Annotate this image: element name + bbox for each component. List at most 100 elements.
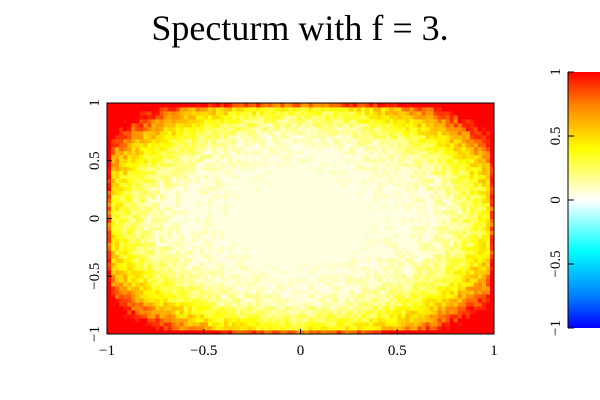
heatmap-cell: [183, 270, 189, 275]
heatmap-cell: [167, 230, 172, 235]
colorbar-tick-label: −1: [548, 320, 564, 336]
heatmap-cell: [461, 242, 467, 247]
heatmap-cell: [425, 302, 430, 307]
heatmap-cell: [207, 290, 213, 295]
heatmap-cell: [385, 310, 390, 315]
heatmap-cell: [119, 242, 124, 247]
heatmap-cell: [377, 278, 382, 283]
heatmap-cell: [453, 202, 459, 207]
heatmap-cell: [219, 138, 225, 144]
heatmap-cell: [272, 106, 277, 112]
heatmap-cell: [195, 130, 201, 136]
heatmap-cell: [211, 290, 217, 295]
heatmap-cell: [195, 218, 201, 223]
heatmap-cell: [308, 126, 313, 132]
heatmap-cell: [429, 258, 434, 263]
heatmap-cell: [268, 326, 273, 331]
heatmap-cell: [308, 294, 313, 299]
heatmap-cell: [143, 146, 148, 152]
heatmap-cell: [469, 178, 475, 184]
heatmap-cell: [147, 282, 152, 287]
heatmap-cell: [264, 126, 269, 132]
heatmap-cell: [107, 154, 112, 160]
heatmap-cell: [151, 246, 156, 251]
heatmap-cell: [332, 170, 338, 176]
heatmap-cell: [489, 154, 495, 160]
heatmap-cell: [393, 258, 398, 263]
heatmap-cell: [107, 330, 112, 335]
heatmap-cell: [441, 106, 447, 112]
heatmap-cell: [135, 282, 140, 287]
heatmap-cell: [437, 218, 442, 223]
heatmap-cell: [231, 306, 237, 311]
heatmap-cell: [473, 290, 479, 295]
heatmap-cell: [328, 298, 334, 303]
heatmap-cell: [437, 222, 442, 227]
heatmap-cell: [284, 106, 289, 112]
heatmap-cell: [203, 294, 209, 299]
heatmap-cell: [393, 290, 398, 295]
heatmap-cell: [461, 250, 467, 255]
heatmap-cell: [147, 330, 152, 335]
heatmap-cell: [179, 270, 184, 275]
heatmap-cell: [489, 294, 495, 299]
heatmap-cell: [175, 182, 180, 188]
heatmap-cell: [405, 122, 410, 128]
heatmap-cell: [207, 106, 213, 112]
x-axis: −1 −0.5 0 0.5 1: [99, 329, 498, 359]
heatmap-cell: [248, 282, 253, 287]
heatmap-cell: [489, 130, 495, 136]
heatmap-cell: [489, 202, 495, 207]
heatmap-cell: [143, 154, 148, 160]
heatmap-cell: [365, 270, 370, 275]
heatmap-cell: [167, 122, 172, 128]
heatmap-cell: [485, 238, 491, 243]
heatmap-cell: [356, 310, 362, 315]
heatmap-cell: [139, 306, 144, 311]
heatmap-cell: [469, 126, 475, 132]
heatmap-cell: [191, 142, 197, 148]
heatmap-cell: [143, 190, 148, 195]
heatmap-cell: [385, 174, 390, 180]
heatmap-cell: [377, 103, 382, 108]
heatmap-cell: [409, 326, 414, 331]
heatmap-cell: [236, 282, 241, 287]
heatmap-cell: [223, 310, 229, 315]
heatmap-cell: [401, 146, 406, 152]
heatmap-cell: [417, 170, 422, 176]
heatmap-cell: [139, 298, 144, 303]
heatmap-cell: [127, 306, 132, 311]
heatmap-cell: [280, 302, 285, 307]
heatmap-cell: [171, 282, 176, 287]
heatmap-cell: [344, 298, 350, 303]
heatmap-cell: [268, 322, 273, 327]
heatmap-cell: [244, 254, 249, 259]
heatmap-cell: [163, 330, 168, 335]
heatmap-cell: [272, 138, 277, 144]
heatmap-cell: [131, 286, 136, 291]
heatmap-cell: [332, 274, 338, 279]
heatmap-cell: [219, 290, 225, 295]
heatmap-cell: [485, 122, 491, 128]
heatmap-cell: [211, 118, 217, 124]
heatmap-cell: [417, 282, 422, 287]
heatmap-cell: [107, 262, 112, 267]
heatmap-cell: [163, 190, 168, 195]
heatmap-cell: [417, 226, 422, 231]
heatmap-cell: [151, 258, 156, 263]
heatmap-cell: [123, 242, 128, 247]
heatmap-cell: [393, 162, 398, 168]
heatmap-cell: [453, 178, 459, 184]
heatmap-cell: [469, 242, 475, 247]
heatmap-cell: [365, 106, 370, 112]
heatmap-cell: [111, 114, 116, 120]
heatmap-cell: [119, 330, 124, 335]
heatmap-cell: [489, 302, 495, 307]
heatmap-cell: [344, 314, 350, 319]
heatmap-cell: [489, 278, 495, 283]
heatmap-cell: [223, 138, 229, 144]
heatmap-cell: [441, 314, 447, 319]
heatmap-cell: [191, 134, 197, 140]
heatmap-cell: [256, 330, 261, 335]
heatmap-cell: [155, 266, 160, 271]
